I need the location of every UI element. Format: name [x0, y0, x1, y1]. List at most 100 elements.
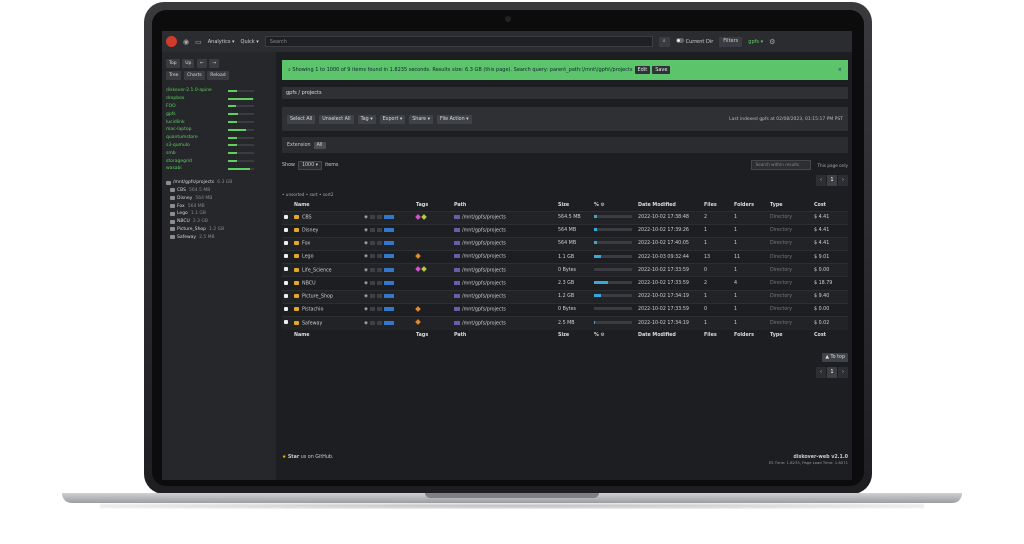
- unselect-all-button[interactable]: Unselect All: [319, 114, 354, 124]
- copy-icon[interactable]: [376, 307, 382, 312]
- row-checkbox[interactable]: [284, 306, 288, 311]
- row-select[interactable]: [282, 276, 292, 291]
- table-row[interactable]: CBS ◉ /mnt/gpfs/projects 564.5 MB 2022-10-02…: [282, 210, 848, 225]
- toggle-switch[interactable]: [675, 38, 684, 43]
- folders-col-footer[interactable]: Folders: [734, 332, 754, 338]
- select-all-button[interactable]: Select All: [287, 114, 316, 124]
- type-col-footer[interactable]: Type: [770, 332, 783, 338]
- files-col-footer[interactable]: Files: [704, 332, 717, 338]
- name-col-footer[interactable]: Name: [294, 332, 310, 338]
- item-path[interactable]: /mnt/gpfs/projects: [462, 228, 506, 234]
- row-select[interactable]: [282, 250, 292, 264]
- index-item[interactable]: dropbox: [166, 95, 272, 103]
- row-select[interactable]: [282, 302, 292, 317]
- item-path[interactable]: /mnt/gpfs/projects: [462, 241, 506, 247]
- info-icon[interactable]: [383, 320, 394, 325]
- info-icon[interactable]: [383, 241, 394, 246]
- tags-col-footer[interactable]: Tags: [416, 332, 429, 338]
- download-icon[interactable]: [369, 267, 375, 272]
- name-cell[interactable]: NBCU: [292, 276, 362, 291]
- copy-icon[interactable]: [376, 267, 382, 272]
- tag-icon[interactable]: [421, 213, 427, 220]
- name-cell[interactable]: Pistachio: [292, 302, 362, 317]
- reload-button[interactable]: Reload: [207, 71, 229, 80]
- tree-item[interactable]: Picture_Shop 1.2 GB: [166, 226, 272, 234]
- table-row[interactable]: NBCU ◉ /mnt/gpfs/projects 2.3 GB 2022-10-02 …: [282, 276, 848, 291]
- tree-button[interactable]: Tree: [166, 71, 182, 80]
- row-checkbox[interactable]: [284, 267, 288, 272]
- item-name[interactable]: Lego: [302, 254, 314, 260]
- item-name[interactable]: NBCU: [302, 281, 316, 287]
- copy-icon[interactable]: [376, 214, 382, 219]
- search-button[interactable]: ⌕: [658, 36, 670, 47]
- item-name[interactable]: Picture_Shop: [302, 294, 333, 300]
- breadcrumb-root[interactable]: gpfs: [286, 90, 297, 96]
- eye-icon[interactable]: ◉: [364, 267, 368, 273]
- download-icon[interactable]: [369, 228, 375, 233]
- back-button[interactable]: ←: [196, 59, 207, 68]
- path-cell[interactable]: /mnt/gpfs/projects: [452, 302, 556, 317]
- info-icon[interactable]: [383, 307, 394, 312]
- gear-icon[interactable]: ⚙: [769, 37, 776, 46]
- tag-icon[interactable]: [415, 266, 421, 273]
- download-icon[interactable]: [369, 254, 375, 259]
- tags-cell[interactable]: [414, 223, 452, 238]
- row-checkbox[interactable]: [284, 254, 288, 259]
- prev-page-button[interactable]: ‹: [816, 175, 826, 186]
- search-within-results-input[interactable]: Search within results: [751, 160, 812, 170]
- info-icon[interactable]: [383, 228, 394, 233]
- path-cell[interactable]: /mnt/gpfs/projects: [452, 315, 556, 330]
- info-icon[interactable]: [383, 254, 394, 259]
- download-icon[interactable]: [369, 293, 375, 298]
- item-path[interactable]: /mnt/gpfs/projects: [462, 294, 506, 300]
- cost-col-header[interactable]: Cost: [814, 202, 826, 208]
- index-item[interactable]: s3-qumulo: [166, 142, 272, 150]
- row-select[interactable]: [282, 223, 292, 238]
- row-select[interactable]: [282, 263, 292, 277]
- item-name[interactable]: CBS: [302, 215, 312, 221]
- cost-col-footer[interactable]: Cost: [814, 332, 826, 338]
- path-col-footer[interactable]: Path: [454, 332, 467, 338]
- copy-icon[interactable]: [376, 320, 382, 325]
- path-cell[interactable]: /mnt/gpfs/projects: [452, 289, 556, 304]
- item-name[interactable]: Safeway: [302, 321, 323, 327]
- eye-icon[interactable]: ◉: [364, 307, 368, 313]
- next-page-button[interactable]: ›: [838, 175, 848, 186]
- row-select[interactable]: [282, 289, 292, 304]
- to-top-button[interactable]: ▲ To top: [822, 352, 848, 362]
- eye-icon[interactable]: ◉: [364, 293, 368, 299]
- table-row[interactable]: Disney ◉ /mnt/gpfs/projects 564 MB 2022-10-0…: [282, 223, 848, 238]
- item-name[interactable]: Fox: [302, 241, 311, 247]
- eye-icon[interactable]: ◉: [364, 280, 368, 286]
- file-action-dropdown[interactable]: File Action ▾: [437, 114, 472, 124]
- copy-icon[interactable]: [376, 293, 382, 298]
- eye-icon[interactable]: ◉: [364, 254, 368, 260]
- info-icon[interactable]: [383, 280, 394, 285]
- size-col-footer[interactable]: Size: [558, 332, 570, 338]
- tree-item[interactable]: Fox 564 MB: [166, 202, 272, 210]
- copy-icon[interactable]: [376, 280, 382, 285]
- path-cell[interactable]: /mnt/gpfs/projects: [452, 250, 556, 264]
- table-row[interactable]: Life_Science ◉ /mnt/gpfs/projects 0 Bytes 20…: [282, 263, 848, 277]
- tags-col-header[interactable]: Tags: [416, 202, 429, 208]
- user-index-menu[interactable]: gpfs ▾: [748, 38, 764, 45]
- item-path[interactable]: /mnt/gpfs/projects: [462, 268, 506, 274]
- filters-button[interactable]: Filters: [719, 36, 743, 47]
- share-dropdown[interactable]: Share ▾: [409, 114, 434, 124]
- row-checkbox[interactable]: [284, 320, 288, 325]
- item-path[interactable]: /mnt/gpfs/projects: [462, 321, 506, 327]
- modified-col-header[interactable]: Date Modified: [638, 202, 676, 208]
- page-size-select[interactable]: 1000 ▾: [297, 160, 323, 170]
- edit-query-button[interactable]: Edit: [634, 66, 651, 74]
- name-cell[interactable]: CBS: [292, 210, 362, 225]
- charts-button[interactable]: Charts: [183, 71, 205, 80]
- table-row[interactable]: Safeway ◉ /mnt/gpfs/projects 2.5 MB 2022-10-…: [282, 315, 848, 330]
- files-col-header[interactable]: Files: [704, 202, 717, 208]
- close-icon[interactable]: ×: [837, 67, 842, 73]
- table-row[interactable]: Picture_Shop ◉ /mnt/gpfs/projects 1.2 GB 202…: [282, 289, 848, 304]
- row-select[interactable]: [282, 236, 292, 251]
- index-item[interactable]: FOO: [166, 103, 272, 111]
- eye-icon[interactable]: ◉: [364, 320, 368, 326]
- index-item[interactable]: storagegrid: [166, 157, 272, 165]
- index-item[interactable]: lucidlink: [166, 118, 272, 126]
